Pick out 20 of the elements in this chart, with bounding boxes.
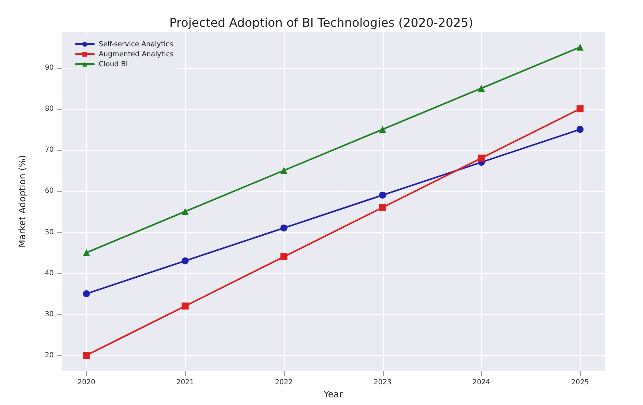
point	[379, 192, 386, 199]
x-axis-title: Year	[322, 390, 344, 400]
point	[182, 302, 189, 310]
point	[182, 208, 189, 216]
chart-title: Projected Adoption of BI Technologies (2020-2025)	[170, 16, 474, 30]
point	[83, 290, 90, 298]
point	[280, 253, 288, 260]
point	[576, 126, 584, 134]
point	[576, 44, 584, 51]
point	[379, 204, 386, 212]
point	[379, 126, 386, 134]
point	[280, 167, 288, 174]
point	[478, 85, 486, 92]
point	[478, 154, 486, 162]
y-axis-title: Market Adoption (%)	[18, 155, 28, 248]
point	[576, 106, 584, 113]
point	[83, 352, 90, 360]
point	[83, 249, 90, 256]
point	[182, 258, 189, 265]
point	[280, 224, 288, 232]
